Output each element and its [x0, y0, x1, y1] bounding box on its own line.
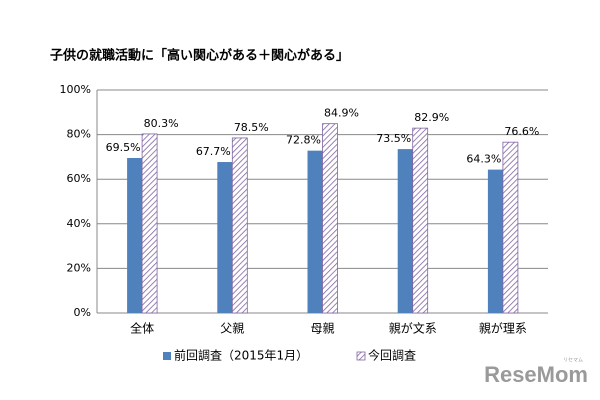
value-label: 84.9%: [324, 107, 359, 120]
y-tick-label: 80%: [67, 128, 91, 141]
bar: [322, 123, 338, 314]
x-tick-label: 父親: [220, 322, 244, 336]
y-tick-label: 40%: [67, 217, 91, 230]
value-label: 73.5%: [376, 132, 411, 145]
bar: [307, 150, 323, 313]
y-tick-label: 60%: [67, 172, 91, 185]
x-tick-label: 全体: [130, 321, 154, 336]
legend-label: 今回調査: [368, 348, 416, 363]
bar: [502, 141, 519, 314]
watermark: ReseMom: [484, 362, 588, 387]
value-label: 64.3%: [466, 153, 501, 166]
value-label: 76.6%: [504, 125, 539, 138]
value-label: 78.5%: [234, 121, 269, 134]
watermark-small: リセマム: [563, 358, 583, 364]
value-label: 72.8%: [286, 134, 321, 147]
legend-swatch: [356, 351, 366, 361]
bar: [127, 158, 143, 313]
x-tick-label: 親が文系: [389, 321, 437, 336]
x-tick-label: 母親: [310, 322, 334, 336]
value-label: 80.3%: [144, 117, 179, 130]
bar: [412, 127, 429, 314]
bar: [141, 133, 158, 314]
value-label: 82.9%: [414, 111, 449, 124]
legend-label: 前回調査（2015年1月）: [174, 348, 308, 363]
y-tick-label: 100%: [60, 83, 91, 96]
value-label: 67.7%: [196, 145, 231, 158]
chart-title: 子供の就職活動に「高い関心がある＋関心がある」: [50, 48, 349, 64]
bar: [217, 162, 233, 313]
bar: [397, 149, 413, 313]
bar: [231, 137, 248, 314]
y-tick-label: 0%: [74, 306, 91, 319]
legend-swatch: [163, 352, 171, 360]
bar: [487, 169, 503, 313]
x-tick-label: 親が理系: [479, 321, 527, 336]
value-label: 69.5%: [106, 141, 141, 154]
y-tick-label: 20%: [67, 261, 91, 274]
